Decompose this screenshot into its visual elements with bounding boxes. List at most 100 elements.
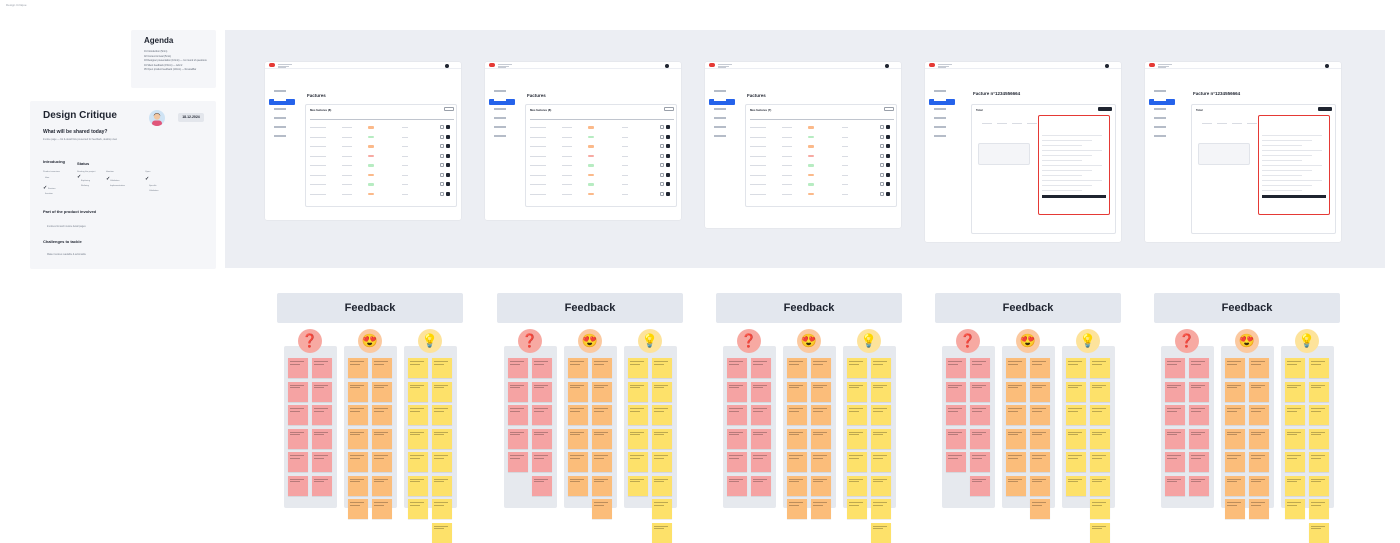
sticky-note[interactable] bbox=[348, 358, 368, 378]
sticky-note[interactable] bbox=[751, 475, 771, 496]
download-button[interactable] bbox=[660, 172, 664, 177]
sidebar-item[interactable] bbox=[489, 108, 515, 114]
sticky-note[interactable] bbox=[1285, 405, 1305, 425]
sticky-note[interactable] bbox=[372, 452, 392, 472]
sticky-note[interactable] bbox=[348, 475, 368, 496]
sticky-note[interactable] bbox=[1285, 428, 1305, 449]
download-button[interactable] bbox=[660, 163, 664, 168]
view-button[interactable] bbox=[446, 172, 450, 177]
sidebar-item[interactable] bbox=[269, 117, 295, 123]
sticky-note[interactable] bbox=[1030, 428, 1050, 449]
view-button[interactable] bbox=[886, 163, 890, 168]
view-button[interactable] bbox=[666, 182, 670, 187]
sticky-note[interactable] bbox=[1309, 405, 1329, 425]
sidebar-item[interactable] bbox=[1149, 90, 1175, 96]
sticky-note[interactable] bbox=[508, 358, 528, 378]
view-button[interactable] bbox=[666, 125, 670, 130]
sticky-note[interactable] bbox=[1189, 358, 1209, 378]
sticky-note[interactable] bbox=[787, 428, 807, 449]
introducing-option[interactable]: Product overview bbox=[43, 171, 60, 173]
download-button[interactable] bbox=[1318, 107, 1332, 111]
sticky-note[interactable] bbox=[532, 405, 552, 425]
sticky-note[interactable] bbox=[1030, 499, 1050, 519]
sticky-note[interactable] bbox=[811, 475, 831, 496]
sidebar-item[interactable] bbox=[709, 117, 735, 123]
sticky-note[interactable] bbox=[288, 452, 308, 472]
sidebar-item[interactable] bbox=[489, 126, 515, 132]
sticky-note[interactable] bbox=[288, 358, 308, 378]
sticky-note[interactable] bbox=[372, 358, 392, 378]
sticky-note[interactable] bbox=[348, 381, 368, 402]
sticky-note[interactable] bbox=[871, 452, 891, 472]
sticky-note[interactable] bbox=[1225, 499, 1245, 519]
sidebar-item[interactable] bbox=[709, 135, 735, 141]
sticky-note[interactable] bbox=[970, 358, 990, 378]
download-button[interactable] bbox=[440, 172, 444, 177]
sticky-note[interactable] bbox=[1285, 452, 1305, 472]
sticky-note[interactable] bbox=[532, 358, 552, 378]
table-row[interactable] bbox=[530, 193, 546, 195]
sticky-note[interactable] bbox=[1309, 475, 1329, 496]
sticky-note[interactable] bbox=[1309, 381, 1329, 402]
table-row[interactable] bbox=[310, 155, 326, 157]
table-row[interactable] bbox=[750, 155, 766, 157]
table-row[interactable] bbox=[530, 174, 546, 176]
sidebar-item[interactable] bbox=[709, 126, 735, 132]
sticky-note[interactable] bbox=[1090, 428, 1110, 449]
sidebar-item[interactable] bbox=[929, 90, 955, 96]
table-row[interactable] bbox=[750, 165, 766, 167]
sticky-note[interactable] bbox=[946, 405, 966, 425]
view-button[interactable] bbox=[886, 191, 890, 196]
sticky-note[interactable] bbox=[787, 475, 807, 496]
sticky-note[interactable] bbox=[432, 499, 452, 519]
sticky-note[interactable] bbox=[568, 405, 588, 425]
download-button[interactable] bbox=[660, 134, 664, 139]
sidebar-item[interactable] bbox=[489, 117, 515, 123]
table-row[interactable] bbox=[530, 146, 546, 148]
sticky-note[interactable] bbox=[1285, 475, 1305, 496]
sticky-note[interactable] bbox=[432, 522, 452, 543]
sticky-note[interactable] bbox=[1189, 475, 1209, 496]
introducing-option[interactable]: Feature bbox=[48, 188, 56, 190]
table-row[interactable] bbox=[530, 165, 546, 167]
sticky-note[interactable] bbox=[727, 475, 747, 496]
sticky-note[interactable] bbox=[1030, 381, 1050, 402]
sticky-note[interactable] bbox=[508, 428, 528, 449]
sticky-note[interactable] bbox=[847, 499, 867, 519]
sticky-note[interactable] bbox=[847, 452, 867, 472]
sticky-note[interactable] bbox=[312, 405, 332, 425]
table-row[interactable] bbox=[530, 184, 546, 186]
sticky-note[interactable] bbox=[1225, 358, 1245, 378]
sticky-note[interactable] bbox=[1066, 358, 1086, 378]
sticky-note[interactable] bbox=[432, 475, 452, 496]
sticky-note[interactable] bbox=[508, 381, 528, 402]
sidebar-item[interactable] bbox=[269, 108, 295, 114]
filter-button[interactable] bbox=[444, 107, 454, 111]
download-button[interactable] bbox=[660, 182, 664, 187]
sticky-note[interactable] bbox=[751, 358, 771, 378]
sticky-note[interactable] bbox=[1006, 428, 1026, 449]
download-button[interactable] bbox=[880, 144, 884, 149]
download-button[interactable] bbox=[880, 125, 884, 130]
sidebar-item[interactable] bbox=[1149, 117, 1175, 123]
view-button[interactable] bbox=[886, 172, 890, 177]
table-row[interactable] bbox=[750, 127, 766, 129]
download-button[interactable] bbox=[880, 182, 884, 187]
download-button[interactable] bbox=[440, 163, 444, 168]
sticky-note[interactable] bbox=[1090, 499, 1110, 519]
status-option[interactable]: Starting the project bbox=[77, 171, 96, 173]
table-row[interactable] bbox=[750, 136, 766, 138]
sticky-note[interactable] bbox=[970, 428, 990, 449]
project-stage-option[interactable]: Ideation bbox=[106, 171, 114, 173]
sticky-note[interactable] bbox=[628, 452, 648, 472]
sticky-note[interactable] bbox=[1249, 475, 1269, 496]
sticky-note[interactable] bbox=[592, 499, 612, 519]
sticky-note[interactable] bbox=[847, 428, 867, 449]
sticky-note[interactable] bbox=[568, 452, 588, 472]
sticky-note[interactable] bbox=[1030, 475, 1050, 496]
sticky-note[interactable] bbox=[1225, 452, 1245, 472]
sticky-note[interactable] bbox=[592, 405, 612, 425]
sticky-note[interactable] bbox=[532, 428, 552, 449]
view-button[interactable] bbox=[886, 125, 890, 130]
sticky-note[interactable] bbox=[727, 381, 747, 402]
